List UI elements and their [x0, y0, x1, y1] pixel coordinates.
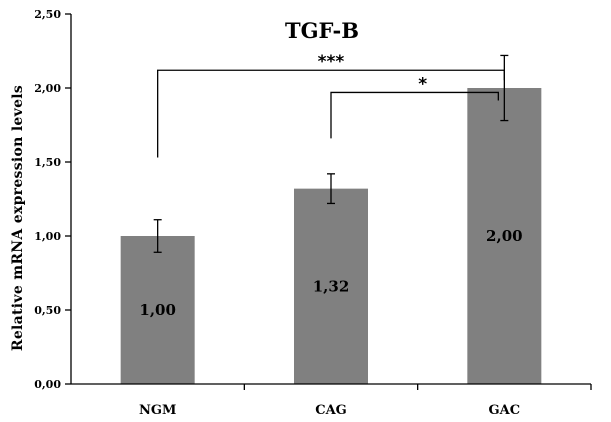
significance-label: *: [418, 74, 427, 94]
significance-label: ***: [318, 52, 345, 72]
x-category-label: CAG: [315, 403, 347, 418]
x-axis-ticks: NGM CAG GAC: [139, 384, 592, 418]
bars: 1,00 1,32 2,00: [120, 54, 542, 384]
y-tick-label: 0,00: [34, 378, 61, 391]
bar-value-label: 2,00: [486, 227, 523, 245]
x-category-label: NGM: [139, 403, 176, 418]
bar-value-label: 1,32: [313, 277, 350, 295]
y-axis-label: Relative mRNA expression levels: [10, 85, 26, 351]
y-tick-label: 2,00: [34, 82, 61, 95]
y-tick-label: 0,50: [34, 304, 61, 317]
chart-title: TGF-B: [285, 18, 359, 43]
y-tick-label: 1,50: [34, 156, 61, 169]
x-category-label: GAC: [489, 403, 521, 418]
significance-bracket: [330, 91, 499, 139]
bar: [294, 188, 368, 384]
bar-value-label: 1,00: [139, 301, 176, 319]
y-axis-ticks: 0,00 0,50 1,00 1,50 2,00 2,50: [34, 8, 71, 391]
y-tick-label: 1,00: [34, 230, 61, 243]
significance-bracket: [157, 69, 505, 158]
bar: [467, 88, 542, 384]
significance-brackets: ****: [157, 52, 505, 158]
y-tick-label: 2,50: [34, 8, 61, 21]
bar: [120, 236, 195, 384]
